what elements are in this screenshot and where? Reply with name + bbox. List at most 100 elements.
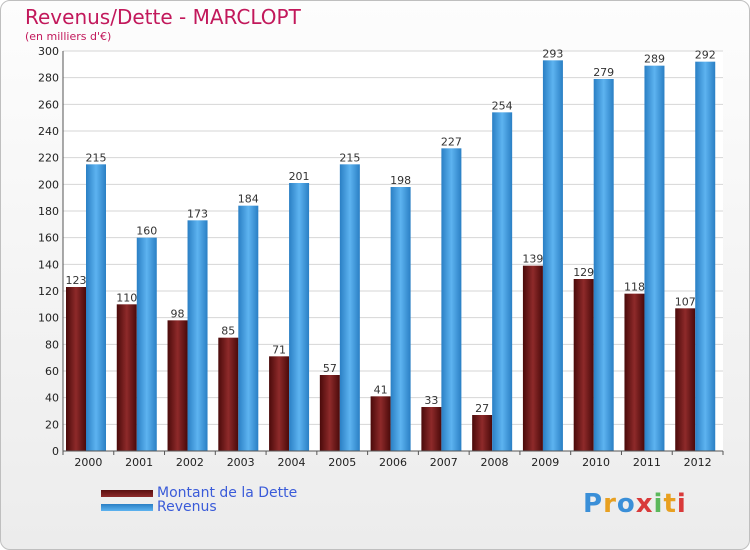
x-tick-label: 2009 bbox=[531, 456, 559, 469]
y-tick-label: 280 bbox=[38, 72, 59, 85]
value-label-dette: 123 bbox=[66, 274, 87, 287]
bar-dette bbox=[675, 308, 696, 451]
logo-letter: o bbox=[616, 489, 636, 519]
bars bbox=[66, 60, 716, 452]
logo-letter: r bbox=[603, 489, 617, 519]
value-label-revenus: 173 bbox=[187, 207, 208, 220]
proxiti-logo: Proxiti bbox=[583, 489, 687, 519]
bar-dette bbox=[421, 407, 442, 451]
x-tick-label: 2011 bbox=[633, 456, 661, 469]
bar-dette bbox=[167, 320, 188, 451]
y-tick-label: 240 bbox=[38, 125, 59, 138]
bar-dette bbox=[66, 287, 86, 451]
legend-swatch-revenus bbox=[101, 504, 153, 511]
value-label-revenus: 215 bbox=[86, 151, 107, 164]
y-tick-label: 200 bbox=[38, 178, 59, 191]
value-label-revenus: 254 bbox=[492, 99, 513, 112]
value-label-revenus: 184 bbox=[238, 193, 259, 206]
bar-dette bbox=[472, 415, 493, 451]
value-label-dette: 118 bbox=[624, 281, 645, 294]
logo-letter: t bbox=[663, 489, 677, 519]
chart-title: Revenus/Dette - MARCLOPT bbox=[25, 5, 301, 29]
bar-revenus bbox=[441, 148, 462, 452]
legend-label-dette: Montant de la Dette bbox=[157, 485, 298, 501]
bar-revenus bbox=[644, 65, 665, 452]
bar-revenus bbox=[187, 220, 208, 451]
value-label-revenus: 293 bbox=[542, 47, 563, 60]
value-label-revenus: 279 bbox=[593, 66, 614, 79]
value-label-revenus: 292 bbox=[695, 49, 716, 62]
x-tick-label: 2008 bbox=[481, 456, 509, 469]
bar-revenus bbox=[86, 164, 106, 452]
bar-dette bbox=[269, 356, 290, 451]
value-label-revenus: 160 bbox=[136, 225, 157, 238]
bar-revenus bbox=[492, 112, 513, 451]
value-label-dette: 129 bbox=[573, 266, 594, 279]
value-label-dette: 41 bbox=[374, 383, 388, 396]
bar-revenus bbox=[238, 205, 259, 451]
logo-letter: P bbox=[583, 489, 604, 519]
x-tick-label: 2003 bbox=[227, 456, 255, 469]
value-label-dette: 71 bbox=[272, 343, 286, 356]
logo-letter: x bbox=[635, 489, 654, 519]
value-label-revenus: 198 bbox=[390, 174, 411, 187]
bar-dette bbox=[319, 375, 340, 451]
bar-dette bbox=[573, 279, 594, 451]
value-label-revenus: 215 bbox=[339, 151, 360, 164]
value-label-dette: 57 bbox=[323, 362, 337, 375]
y-tick-label: 120 bbox=[38, 285, 59, 298]
value-label-dette: 107 bbox=[675, 295, 696, 308]
value-label-revenus: 201 bbox=[289, 170, 310, 183]
value-label-dette: 139 bbox=[522, 253, 543, 266]
bar-revenus bbox=[593, 79, 614, 451]
y-tick-label: 160 bbox=[38, 232, 59, 245]
value-label-dette: 33 bbox=[424, 394, 438, 407]
axes: 0 20 40 60 80 100 120 140 160 180 200 220 240 260 280 3… bbox=[38, 45, 724, 469]
y-tick-label: 220 bbox=[38, 152, 59, 165]
x-tick-label: 2000 bbox=[74, 456, 102, 469]
x-tick-label: 2007 bbox=[430, 456, 458, 469]
x-tick-label: 2010 bbox=[582, 456, 610, 469]
x-tick-label: 2002 bbox=[176, 456, 204, 469]
bar-dette bbox=[370, 396, 391, 451]
x-tick-label: 2012 bbox=[684, 456, 712, 469]
y-tick-label: 140 bbox=[38, 258, 59, 271]
bar-chart: 123 215 110 160 98 173 85 184 71 201 57 215 41 198 33 2… bbox=[38, 45, 724, 469]
value-label-dette: 85 bbox=[221, 325, 235, 338]
bar-revenus bbox=[542, 60, 563, 451]
y-tick-label: 20 bbox=[45, 418, 59, 431]
bar-revenus bbox=[695, 61, 716, 452]
y-tick-label: 180 bbox=[38, 205, 59, 218]
value-label-revenus: 227 bbox=[441, 135, 462, 148]
logo-letter: i bbox=[653, 489, 664, 519]
value-label-dette: 27 bbox=[475, 402, 489, 415]
value-label-revenus: 289 bbox=[644, 53, 665, 66]
bar-dette bbox=[116, 304, 137, 451]
x-tick-label: 2001 bbox=[125, 456, 153, 469]
bar-revenus bbox=[339, 164, 360, 452]
value-label-dette: 110 bbox=[116, 291, 137, 304]
bar-revenus bbox=[136, 237, 157, 451]
y-tick-label: 260 bbox=[38, 98, 59, 111]
chart-subtitle: (en milliers d'€) bbox=[25, 30, 112, 43]
y-tick-label: 40 bbox=[45, 392, 59, 405]
bar-dette bbox=[522, 265, 543, 451]
legend-swatch-dette bbox=[101, 490, 153, 497]
y-tick-label: 0 bbox=[52, 445, 59, 458]
x-tick-label: 2006 bbox=[379, 456, 407, 469]
y-tick-label: 300 bbox=[38, 45, 59, 58]
value-labels: 123 215 110 160 98 173 85 184 71 201 57 215 41 198 33 2… bbox=[66, 47, 716, 415]
y-tick-label: 80 bbox=[45, 338, 59, 351]
logo-letter: i bbox=[676, 489, 687, 519]
x-tick-label: 2005 bbox=[328, 456, 356, 469]
x-tick-label: 2004 bbox=[277, 456, 305, 469]
y-tick-label: 100 bbox=[38, 312, 59, 325]
bar-dette bbox=[624, 293, 645, 451]
bar-revenus bbox=[390, 187, 411, 451]
bar-dette bbox=[218, 337, 239, 451]
value-label-dette: 98 bbox=[171, 307, 185, 320]
legend-label-revenus: Revenus bbox=[157, 499, 217, 515]
y-tick-label: 60 bbox=[45, 365, 59, 378]
bar-revenus bbox=[289, 183, 310, 451]
